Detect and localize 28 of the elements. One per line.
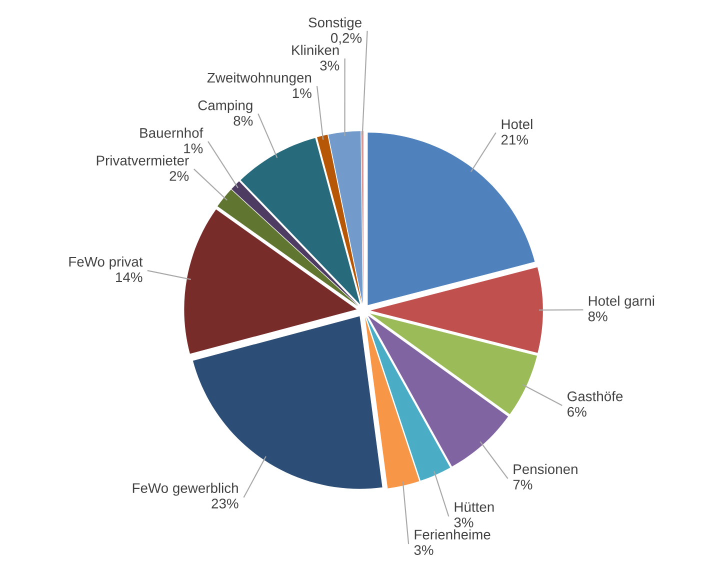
data-label: 3% bbox=[454, 518, 474, 528]
slice-label: Hotel bbox=[502, 118, 532, 130]
slice-label: Sonstige bbox=[308, 17, 362, 30]
slice-label: Pensionen bbox=[514, 464, 578, 474]
slice-label: Zweitwohnungen bbox=[207, 72, 312, 86]
data-label: 0,2% bbox=[330, 33, 362, 45]
slice-label: Bauernhof bbox=[140, 128, 204, 138]
slice-label: Hütten bbox=[454, 502, 494, 512]
slice-label: Gasthöfe bbox=[568, 391, 623, 402]
slice-label: Kliniken bbox=[292, 44, 339, 56]
data-label: 2% bbox=[170, 171, 189, 181]
slice-label: Hotel garni bbox=[588, 296, 654, 309]
data-label: 8% bbox=[234, 116, 253, 126]
slice-label: Ferienheime bbox=[414, 529, 490, 540]
data-label: 21% bbox=[501, 134, 528, 145]
slice-label: Camping bbox=[198, 100, 252, 113]
data-label: 1% bbox=[184, 144, 203, 154]
slice-label: FeWo gewerblich bbox=[132, 482, 238, 496]
data-label: 6% bbox=[568, 406, 586, 417]
data-label: 7% bbox=[513, 480, 532, 490]
data-label: 8% bbox=[588, 311, 608, 322]
slice-label: Privatvermieter bbox=[96, 155, 189, 166]
data-label: 14% bbox=[116, 272, 142, 282]
slice-label: FeWo privat bbox=[69, 256, 143, 270]
data-label: 23% bbox=[212, 498, 238, 508]
data-label: 3% bbox=[414, 545, 434, 555]
data-label: 1% bbox=[292, 88, 312, 98]
data-label: 3% bbox=[320, 60, 340, 70]
